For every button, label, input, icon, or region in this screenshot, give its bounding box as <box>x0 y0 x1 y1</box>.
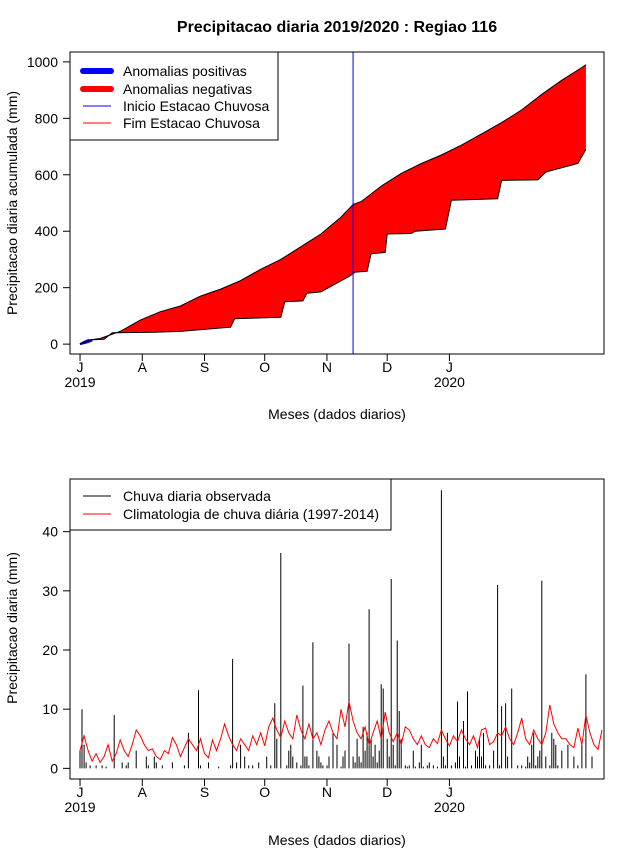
x-tick-label: N <box>322 784 332 800</box>
y-axis-label-cumulative: Precipitacao diaria acumulada (mm) <box>4 91 20 315</box>
x-year-label: 2020 <box>434 374 465 390</box>
chart-title: Precipitacao diaria 2019/2020 : Regiao 1… <box>177 19 497 36</box>
x-tick-label: S <box>200 784 209 800</box>
x-tick-label: O <box>259 784 270 800</box>
x-tick-label: D <box>382 784 392 800</box>
x-axis-label-cumulative: Meses (dados diarios) <box>268 406 406 422</box>
x-tick-label: J <box>446 784 453 800</box>
legend-label-climatology: Climatologia de chuva diária (1997-2014) <box>123 506 379 522</box>
x-tick-label: A <box>138 784 148 800</box>
y-tick-label: 800 <box>35 110 59 126</box>
legend-label-start: Inicio Estacao Chuvosa <box>123 98 270 114</box>
y-tick-label: 400 <box>35 223 59 239</box>
y-tick-label: 1000 <box>27 54 58 70</box>
cumulative-lines <box>79 52 587 354</box>
climatology-cumulative-line <box>79 64 587 345</box>
legend-box <box>69 478 392 531</box>
legend-label-positive: Anomalias positivas <box>123 63 247 79</box>
x-year-label: 2020 <box>434 799 465 815</box>
x-year-label: 2019 <box>64 799 95 815</box>
y-tick-label: 600 <box>35 167 59 183</box>
observed-cumulative-line <box>79 149 587 345</box>
x-tick-label: A <box>138 359 148 375</box>
x-tick-label: N <box>322 359 332 375</box>
legend-label-negative: Anomalias negativas <box>123 81 252 97</box>
x-tick-label: J <box>77 784 84 800</box>
observed-bars <box>79 490 593 769</box>
y-tick-label: 0 <box>50 336 58 352</box>
x-tick-label: J <box>77 359 84 375</box>
y-tick-label: 0 <box>50 760 58 776</box>
x-tick-label: S <box>200 359 209 375</box>
y-axis-label-daily: Precipitacao diaria (mm) <box>4 552 20 704</box>
y-tick-label: 20 <box>42 642 58 658</box>
legend-cumulative: Anomalias positivas Anomalias negativas … <box>69 51 279 141</box>
legend-daily: Chuva diaria observada Climatologia de c… <box>69 478 392 531</box>
climatology-daily-line <box>79 701 603 764</box>
x-axis-label-daily: Meses (dados diarios) <box>268 832 406 848</box>
legend-label-end: Fim Estacao Chuvosa <box>123 115 260 131</box>
y-tick-label: 10 <box>42 701 58 717</box>
y-tick-label: 40 <box>42 524 58 540</box>
x-tick-label: O <box>259 359 270 375</box>
x-tick-label: D <box>382 359 392 375</box>
y-tick-label: 200 <box>35 280 59 296</box>
x-tick-label: J <box>446 359 453 375</box>
x-year-label: 2019 <box>64 374 95 390</box>
y-axis-daily: 0 10 20 30 40 <box>42 524 71 776</box>
climatology-line <box>79 701 603 764</box>
legend-box <box>69 51 279 141</box>
legend-label-observed: Chuva diaria observada <box>123 488 271 504</box>
y-tick-label: 30 <box>42 583 58 599</box>
